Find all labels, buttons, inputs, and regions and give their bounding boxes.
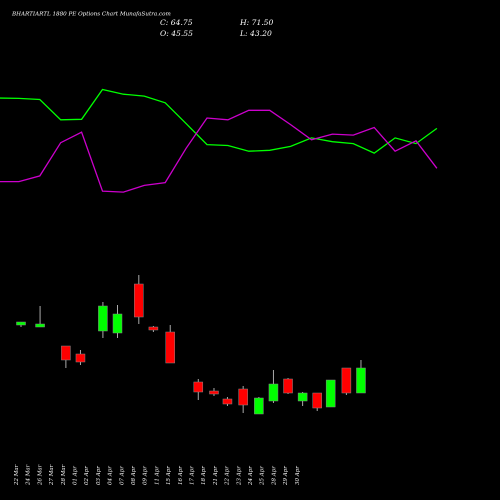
candle [193, 379, 204, 400]
candle [61, 345, 71, 368]
close-value: 64.75 [171, 18, 193, 27]
candle-body-down [75, 353, 86, 363]
candle [325, 379, 336, 408]
candle-body-up [35, 323, 45, 328]
candle [312, 392, 322, 411]
candle-body-down [134, 283, 144, 318]
x-tick-label: 21 Apr [213, 466, 219, 486]
x-tick-label: 28 Mar [61, 464, 67, 486]
candle-body-up [356, 367, 366, 394]
x-tick-label: 09 Apr [143, 466, 149, 485]
x-tick-label: 27 Mar [49, 464, 55, 486]
candle [254, 397, 264, 415]
x-tick-label: 07 Apr [119, 466, 125, 485]
candle [98, 302, 108, 338]
candle [297, 392, 308, 406]
candle [222, 397, 233, 406]
candle [35, 306, 45, 328]
candle [209, 388, 219, 396]
high-value: 71.50 [252, 18, 274, 27]
close-label: C: [160, 18, 169, 27]
indicator-line-2 [0, 109, 438, 193]
candle-body-up [16, 321, 26, 326]
candle-body-down [61, 345, 71, 361]
indicator-lines [0, 88, 438, 193]
open-readout: O: 45.55 [160, 29, 193, 38]
ohlc-summary: C: 64.75 O: 45.55 H: 71.50 L: 43.20 [160, 18, 274, 38]
low-readout: L: 43.20 [239, 29, 272, 38]
x-tick-label: 18 Apr [201, 466, 207, 485]
x-tick-label: 04 Apr [108, 466, 114, 485]
candle-body-up [98, 305, 108, 332]
chart-title: BHARTIARTL 1880 PE Options Chart MunafaS… [11, 12, 171, 18]
x-tick-label: 17 Apr [190, 466, 196, 485]
candle-body-up [325, 379, 336, 408]
candle-body-down [165, 331, 175, 364]
candle [356, 360, 366, 394]
candle [16, 321, 26, 327]
candle-body-down [148, 326, 159, 331]
high-readout: H: 71.50 [239, 18, 274, 27]
x-tick-label: 11 Apr [154, 466, 160, 485]
open-value: 45.55 [170, 29, 193, 38]
x-tick-label: 23 Apr [236, 466, 242, 486]
candle [134, 275, 144, 324]
x-tick-label: 01 Apr [73, 466, 79, 485]
x-tick-label: 28 Apr [271, 466, 277, 486]
x-tick-label: 24 Apr [248, 466, 254, 486]
candle-body-down [312, 392, 322, 409]
candle-body-up [297, 392, 308, 402]
x-tick-label: 30 Apr [295, 466, 301, 485]
high-label: H: [239, 18, 250, 27]
close-readout: C: 64.75 [160, 18, 193, 27]
low-label: L: [239, 29, 248, 38]
candle-body-down [222, 398, 233, 405]
x-tick-label: 08 Apr [131, 466, 137, 485]
candle [268, 370, 279, 403]
candle [238, 386, 248, 413]
x-tick-label: 22 Mar [14, 464, 20, 486]
candle [112, 305, 123, 338]
x-tick-label: 25 Apr [260, 466, 266, 486]
x-tick-label: 22 Apr [225, 466, 231, 486]
x-tick-label: 03 Apr [96, 466, 102, 485]
candle-body-up [112, 313, 123, 334]
candle-body-up [254, 397, 264, 415]
indicator-line-1 [0, 88, 438, 154]
x-tick-label: 24 Mar [26, 464, 32, 486]
candle-body-down [193, 381, 204, 393]
candle-body-down [209, 390, 219, 395]
candle-body-down [283, 378, 293, 394]
x-tick-label: 15 Apr [166, 466, 172, 485]
open-label: O: [160, 29, 169, 38]
x-tick-label: 29 Apr [283, 466, 289, 486]
candle [75, 350, 86, 365]
candle [148, 326, 159, 332]
x-tick-label: 02 Apr [84, 466, 90, 485]
x-tick-label: 26 Mar [37, 464, 43, 486]
candle [165, 325, 175, 364]
x-axis-tick-labels: 22 Mar 24 Mar 26 Mar 27 Mar 28 Mar 01 Apr 02 A… [14, 464, 301, 486]
x-tick-label: 16 Apr [178, 466, 184, 485]
candlestick-series [16, 275, 366, 415]
candle [341, 367, 352, 395]
low-value: 43.20 [249, 29, 272, 38]
candle-body-up [268, 383, 279, 402]
candle-body-down [341, 367, 352, 394]
candle [283, 378, 293, 394]
candle-body-down [238, 388, 248, 406]
